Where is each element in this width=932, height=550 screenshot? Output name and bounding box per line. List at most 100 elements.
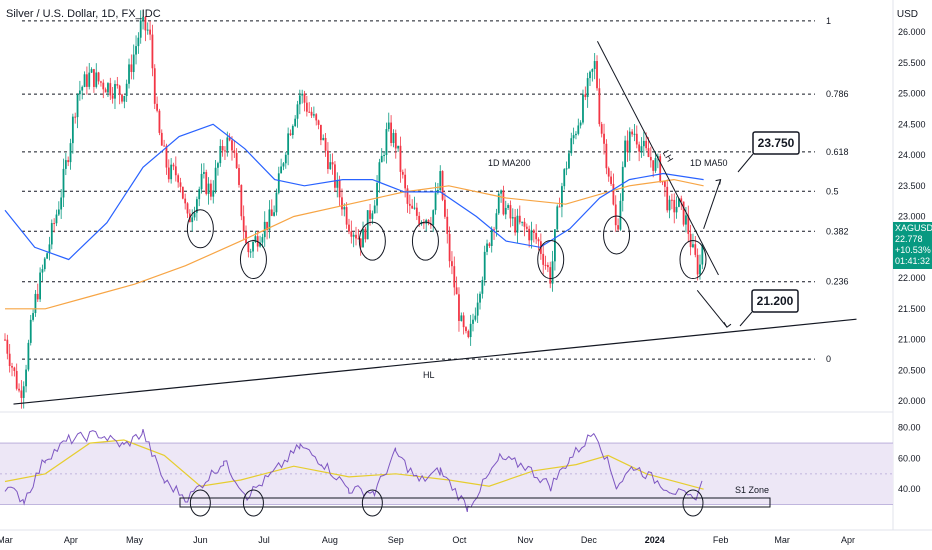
target-low-callout: 21.200 <box>757 294 794 308</box>
candle-body <box>50 223 53 245</box>
price-tick-label: 20.000 <box>898 396 926 406</box>
candle-body <box>22 386 25 398</box>
candle-body <box>493 229 495 231</box>
candle-body <box>591 69 594 72</box>
candle-body <box>685 215 687 225</box>
candle-body <box>20 390 23 398</box>
candle-body <box>352 234 355 237</box>
candle-body <box>67 160 70 163</box>
candle-body <box>364 228 367 240</box>
time-tick-label: Mar <box>774 535 790 545</box>
candle-body <box>511 217 514 219</box>
candle-body <box>584 94 587 98</box>
fib-level-label: 0.236 <box>826 277 849 287</box>
candle-body <box>570 138 573 154</box>
candle-body <box>11 365 13 368</box>
candle-body <box>167 167 170 180</box>
candle-body <box>394 133 397 149</box>
candle-body <box>504 207 507 215</box>
candle-body <box>198 189 201 200</box>
candle-body <box>401 171 404 175</box>
candle-body <box>284 154 287 164</box>
rsi-line <box>4 428 703 513</box>
hl-trendline <box>13 318 857 405</box>
candle-body <box>114 84 116 99</box>
candle-body <box>93 69 95 87</box>
candle-body <box>671 199 673 201</box>
candle-body <box>624 140 626 167</box>
candle-body <box>397 145 400 149</box>
countdown-timer: 01:41:32 <box>895 256 931 266</box>
candle-body <box>233 150 236 153</box>
candle-body <box>121 94 123 102</box>
ma50-label: 1D MA50 <box>690 158 728 168</box>
rsi-tick-label: 40.00 <box>898 484 921 494</box>
time-tick-label: Jun <box>193 535 208 545</box>
candle-body <box>680 198 683 202</box>
candle-body <box>27 342 30 370</box>
candle-body <box>200 173 203 190</box>
candle-body <box>589 71 591 79</box>
arrow-head <box>715 178 722 185</box>
candle-body <box>434 192 437 211</box>
candle-body <box>462 315 465 328</box>
candle-body <box>193 212 196 218</box>
candle-body <box>413 207 416 209</box>
price-tick-label: 23.000 <box>898 212 926 222</box>
candle-body <box>572 135 575 139</box>
candle-body <box>696 254 699 275</box>
candle-body <box>149 29 151 35</box>
candle-body <box>635 133 638 145</box>
candle-body <box>427 219 430 224</box>
candle-body <box>659 156 662 182</box>
rsi-tick-label: 60.00 <box>898 453 921 463</box>
projection-up-arrow <box>703 179 722 229</box>
candle-body <box>130 64 133 73</box>
candle-body <box>146 29 149 31</box>
candle-body <box>210 183 212 197</box>
candle-body <box>18 388 20 391</box>
candle-body <box>71 116 74 144</box>
candle-body <box>172 164 175 167</box>
candle-body <box>205 172 208 194</box>
candle-body <box>385 129 388 156</box>
candle-body <box>518 215 521 223</box>
candle-body <box>329 162 332 170</box>
candle-body <box>203 172 205 174</box>
candle-body <box>261 237 264 243</box>
candle-body <box>177 175 180 183</box>
candle-body <box>458 294 460 321</box>
candle-body <box>270 209 273 216</box>
candle-body <box>638 144 641 152</box>
rsi-low-circle <box>242 489 264 517</box>
price-low-circle <box>358 221 386 261</box>
candle-body <box>81 86 84 91</box>
candle-body <box>357 238 360 240</box>
candle-body <box>331 162 334 165</box>
price-tick-label: 25.000 <box>898 89 926 99</box>
candle-body <box>235 152 238 169</box>
candle-body <box>334 164 336 188</box>
candle-body <box>247 243 250 253</box>
candle-body <box>479 293 481 303</box>
candle-body <box>163 145 166 147</box>
candle-body <box>139 20 142 38</box>
ma200-label: 1D MA200 <box>488 158 531 168</box>
candle-body <box>654 158 657 171</box>
candle-body <box>8 353 11 366</box>
time-tick-label: Apr <box>64 535 78 545</box>
candle-body <box>111 95 114 99</box>
fib-level-label: 0.618 <box>826 147 849 157</box>
candle-body <box>55 214 58 224</box>
candle-body <box>575 133 577 136</box>
candle-body <box>373 205 376 214</box>
currency-label[interactable]: USD <box>896 9 918 20</box>
rsi-low-circle <box>189 489 211 517</box>
candle-body <box>280 166 283 174</box>
candle-body <box>516 215 519 233</box>
candle-body <box>432 210 435 226</box>
time-tick-label: Sep <box>388 535 404 545</box>
candle-body <box>418 215 421 225</box>
candle-body <box>404 174 407 189</box>
candle-body <box>179 182 182 187</box>
